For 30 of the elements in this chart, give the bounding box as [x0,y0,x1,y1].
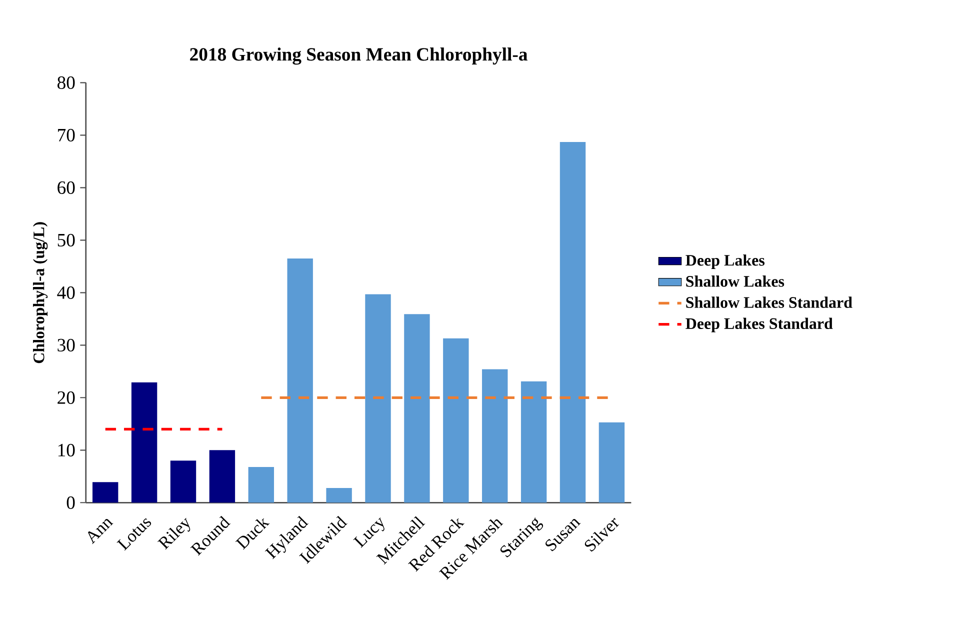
legend-label: Shallow Lakes Standard [686,296,852,308]
y-tick-label: 70 [58,128,75,142]
bar [598,422,625,503]
bar [365,294,391,503]
y-tick-label: 60 [58,181,75,194]
y-tick-label: 40 [57,286,75,299]
y-tick-label: 10 [58,444,75,456]
bar [209,450,236,503]
bar [131,382,158,503]
bar [92,482,118,503]
bar [482,369,508,503]
y-tick-label: 30 [58,338,75,352]
y-tick-label: 50 [58,234,75,246]
y-tick-label: 80 [58,76,75,89]
y-tick-label: 20 [58,391,75,404]
legend-label: Shallow Lakes [686,276,784,287]
x-tick-label: Ann [88,518,114,544]
chart-title: 2018 Growing Season Mean Chlorophyll-a [190,48,528,65]
y-tick-label: 0 [66,496,75,509]
bar [248,466,274,503]
bar [520,381,547,503]
bar [170,460,196,503]
bar [443,338,469,503]
bar [287,258,313,503]
bar [326,488,352,503]
y-axis-title: Chlorophyll-a (ug/L) [33,222,48,364]
legend-label: Deep Lakes Standard [686,318,833,332]
bar [560,142,586,503]
legend-label: Deep Lakes [686,254,765,269]
bar [404,314,430,503]
